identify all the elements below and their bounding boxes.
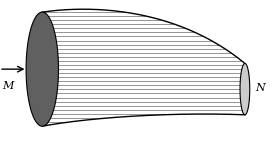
Polygon shape [240,64,250,115]
Text: N: N [255,83,265,93]
Text: M: M [2,80,13,91]
Polygon shape [42,9,245,126]
Polygon shape [26,12,58,126]
